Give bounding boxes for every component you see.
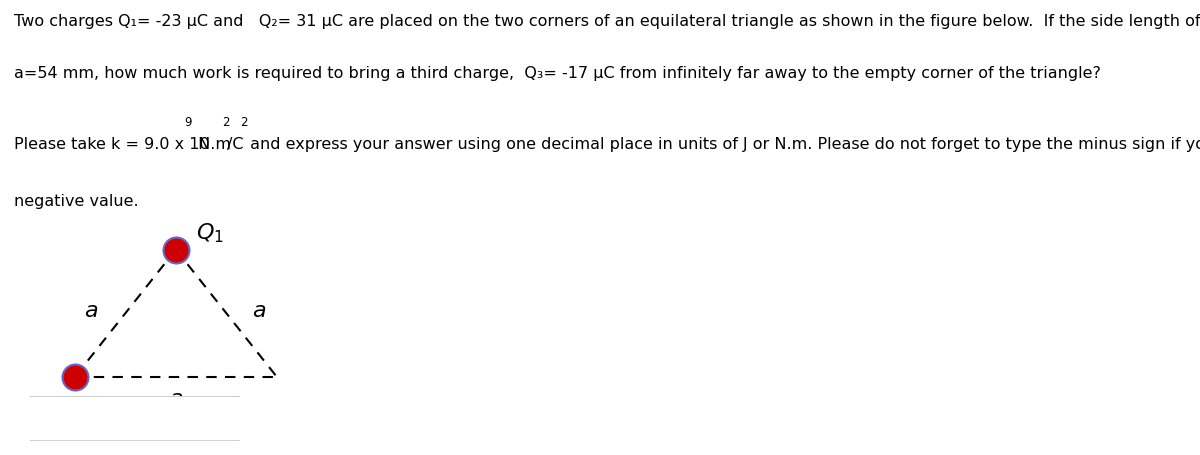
Text: $a$: $a$: [84, 301, 98, 321]
Text: Two charges Q₁= -23 μC and   Q₂= 31 μC are placed on the two corners of an equil: Two charges Q₁= -23 μC and Q₂= 31 μC are…: [14, 14, 1200, 29]
Text: $Q_2$: $Q_2$: [66, 395, 95, 419]
FancyBboxPatch shape: [24, 396, 246, 441]
Point: [65, 374, 84, 381]
Text: a=54 mm, how much work is required to bring a third charge,  Q₃= -17 μC from inf: a=54 mm, how much work is required to br…: [14, 66, 1102, 81]
Text: Please take k = 9.0 x 10: Please take k = 9.0 x 10: [14, 136, 210, 152]
Text: $a$: $a$: [252, 301, 266, 321]
Text: 2: 2: [240, 116, 247, 129]
Text: N.m: N.m: [193, 136, 232, 152]
Text: 2: 2: [222, 116, 229, 129]
Text: 9: 9: [185, 116, 192, 129]
Text: /C: /C: [227, 136, 244, 152]
Text: negative value.: negative value.: [14, 193, 139, 208]
Text: $a$: $a$: [169, 388, 182, 408]
Text: and express your answer using one decimal place in units of J or N.m. Please do : and express your answer using one decima…: [245, 136, 1200, 152]
Text: $Q_1$: $Q_1$: [196, 221, 224, 244]
Point: [167, 246, 186, 253]
